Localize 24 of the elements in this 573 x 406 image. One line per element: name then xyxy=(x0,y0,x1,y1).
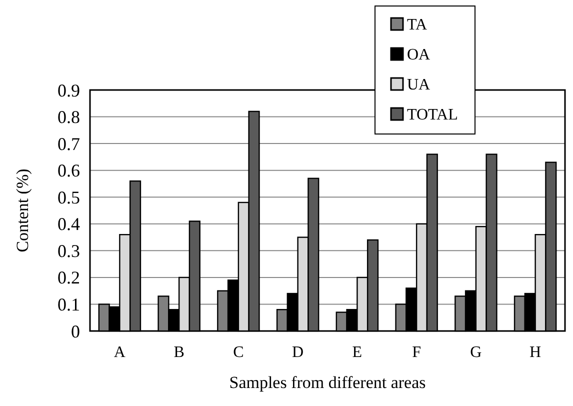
y-tick-label: 0.3 xyxy=(58,240,80,261)
y-tick-label: 0.4 xyxy=(58,214,80,234)
x-tick-label: E xyxy=(352,344,362,361)
x-axis-title: Samples from different areas xyxy=(229,373,426,392)
x-tick-label: H xyxy=(530,344,542,361)
x-tick-label: G xyxy=(470,344,482,361)
y-tick-label: 0.6 xyxy=(58,160,80,181)
x-tick-label: A xyxy=(114,344,126,361)
y-tick-label: 0.8 xyxy=(58,107,80,128)
y-tick-label: 0.1 xyxy=(58,294,80,315)
legend-label: OA xyxy=(407,46,431,64)
y-tick-label: 0 xyxy=(71,321,80,342)
legend-label: TOTAL xyxy=(407,106,458,124)
x-tick-label: F xyxy=(412,344,422,361)
legend-label: TA xyxy=(407,16,428,34)
y-tick-label: 0.2 xyxy=(58,268,80,288)
y-tick-label: 0.5 xyxy=(58,187,80,208)
y-tick-label: 0.7 xyxy=(58,134,80,154)
legend-label: UA xyxy=(407,76,431,94)
y-tick-label: 0.9 xyxy=(58,80,80,100)
x-tick-label: D xyxy=(292,344,304,361)
y-axis-title: Content (%) xyxy=(13,168,32,252)
x-tick-label: B xyxy=(174,344,184,361)
x-tick-label: C xyxy=(233,344,244,361)
